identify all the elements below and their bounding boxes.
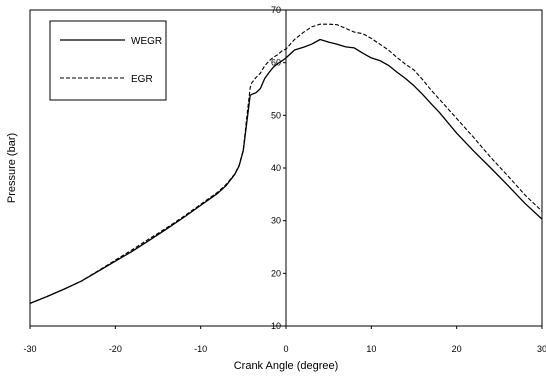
- x-tick-label: 20: [452, 344, 462, 354]
- x-axis-label: Crank Angle (degree): [234, 360, 339, 372]
- series-line-egr: [29, 23, 543, 304]
- y-axis-ticks: 10 20 30 40 50 60 70: [271, 5, 286, 331]
- y-tick-label: 50: [271, 110, 281, 120]
- legend-label-wegr: WEGR: [131, 36, 162, 47]
- x-tick-label: 10: [366, 344, 376, 354]
- y-tick-label: 40: [271, 163, 281, 173]
- series-layer: [29, 23, 543, 305]
- legend-box: [49, 20, 167, 101]
- y-axis-label: Pressure (bar): [6, 133, 18, 203]
- x-tick-label: -10: [194, 344, 207, 354]
- legend: WEGR EGR: [49, 20, 167, 101]
- y-tick-label: 60: [271, 58, 281, 68]
- legend-label-egr: EGR: [131, 74, 153, 85]
- y-tick-label: 70: [271, 5, 281, 15]
- y-tick-label: 30: [271, 216, 281, 226]
- x-tick-label: -20: [109, 344, 122, 354]
- x-tick-label: -30: [23, 344, 36, 354]
- y-tick-label: 20: [271, 268, 281, 278]
- x-axis-ticks: -30 -20 -10 0 10 20 30: [23, 326, 546, 354]
- x-tick-label: 0: [283, 344, 288, 354]
- y-tick-label: 10: [271, 321, 281, 331]
- series-line-wegr: [29, 38, 543, 305]
- x-tick-label: 30: [537, 344, 546, 354]
